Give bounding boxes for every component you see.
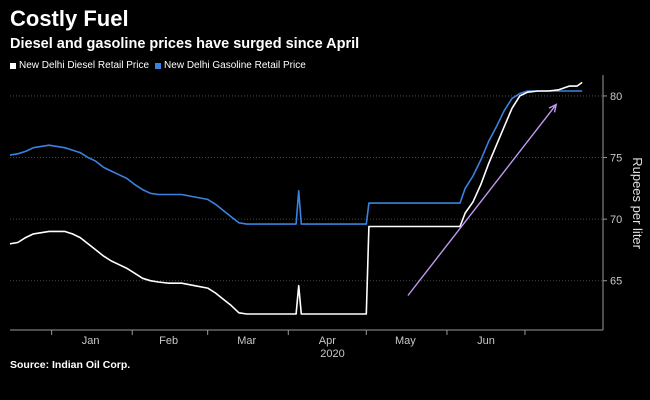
annotations	[407, 103, 558, 296]
chart-title: Costly Fuel	[10, 6, 129, 31]
y-tick-label: 80	[610, 91, 622, 103]
x-tick-label: Jun	[477, 335, 495, 347]
trend-arrow-shaft	[407, 104, 557, 296]
x-tick-label: Feb	[159, 335, 178, 347]
y-axis-ticks: 65 70 75 80	[603, 91, 622, 288]
x-axis-ticks: Jan Feb Mar Apr May Jun	[51, 330, 526, 347]
y-tick-label: 70	[610, 214, 622, 226]
y-tick-label: 65	[610, 276, 622, 288]
series-lines	[9, 81, 583, 315]
source-note: Source: Indian Oil Corp.	[10, 359, 131, 371]
legend-item-gasoline: New Delhi Gasoline Retail Price	[155, 60, 306, 71]
legend-label-diesel: New Delhi Diesel Retail Price	[19, 60, 150, 71]
legend-swatch-diesel	[10, 62, 16, 69]
legend: New Delhi Diesel Retail Price New Delhi …	[10, 60, 312, 71]
legend-label-gasoline: New Delhi Gasoline Retail Price	[164, 60, 306, 71]
x-tick-label: Apr	[319, 335, 336, 347]
series-line-gasoline	[9, 90, 583, 225]
y-tick-label: 75	[610, 153, 622, 165]
y-axis-label: Rupees per liter	[630, 157, 645, 249]
chart-subtitle: Diesel and gasoline prices have surged s…	[10, 36, 360, 52]
trend-arrow-head	[548, 103, 558, 113]
x-tick-label: May	[395, 335, 416, 347]
x-tick-label: Mar	[237, 335, 256, 347]
x-tick-label: Jan	[82, 335, 100, 347]
legend-item-diesel: New Delhi Diesel Retail Price	[10, 60, 149, 71]
legend-swatch-gasoline	[155, 62, 162, 69]
x-axis-year-label: 2020	[320, 348, 344, 360]
series-line-diesel	[9, 81, 583, 315]
